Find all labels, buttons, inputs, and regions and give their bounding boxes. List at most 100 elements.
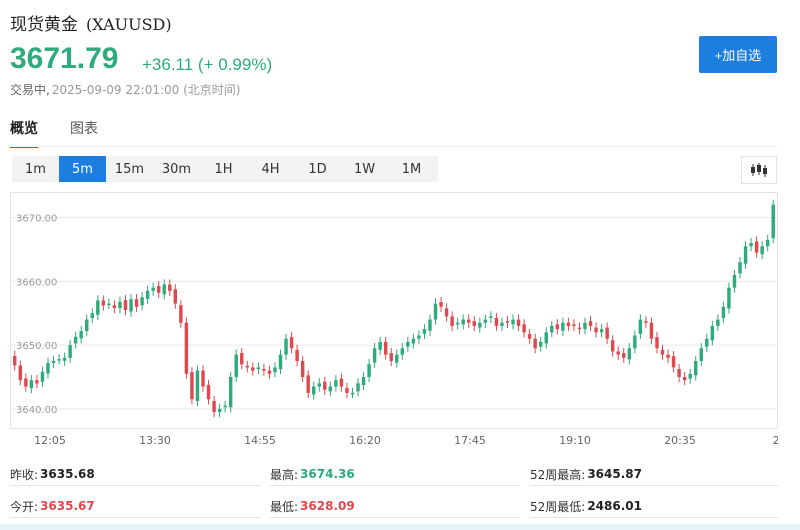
candle: [123, 300, 128, 310]
candle: [644, 321, 648, 323]
candle: [173, 289, 178, 304]
last-price: 3671.79: [10, 42, 119, 75]
tab-chart[interactable]: 图表: [70, 121, 98, 137]
candle: [212, 400, 216, 413]
candle: [699, 348, 703, 362]
candle: [284, 338, 288, 355]
candle: [633, 335, 637, 349]
plot-border: [10, 192, 778, 429]
candle: [101, 300, 106, 306]
candle: [455, 322, 460, 325]
candle: [749, 243, 753, 247]
period-15m[interactable]: 15m: [114, 161, 145, 177]
candle: [522, 324, 526, 333]
instrument-code: (XAUUSD): [86, 15, 172, 34]
candle: [655, 337, 659, 349]
candle: [190, 372, 194, 400]
instrument-title: 现货黄金 (XAUUSD): [10, 10, 172, 35]
x-tick-label: 16:20: [349, 434, 381, 447]
candle: [13, 355, 17, 366]
stat-open: 今开: 3635.67: [10, 495, 260, 518]
candle: [605, 327, 609, 339]
candle: [478, 322, 482, 328]
candle: [577, 327, 582, 330]
candle: [406, 341, 410, 347]
period-30m[interactable]: 30m: [161, 161, 192, 177]
candle: [754, 241, 759, 253]
candle: [334, 380, 338, 387]
candle: [201, 370, 205, 387]
stats-row-1: 昨收: 3635.68 最高: 3674.36 52周最高: 3645.87: [10, 463, 780, 495]
candle: [228, 376, 233, 408]
candle: [599, 329, 604, 333]
candle: [245, 365, 250, 368]
x-tick-label: 22:0: [773, 434, 778, 447]
candle: [300, 361, 305, 377]
trading-status: 交易中, 2025-09-09 22:01:00 (北京时间): [10, 81, 240, 98]
stat-value: 3635.67: [40, 499, 95, 513]
candle: [716, 319, 720, 326]
candle: [367, 364, 371, 377]
candle: [35, 380, 39, 384]
period-1w[interactable]: 1W: [353, 161, 376, 177]
candle: [151, 287, 155, 291]
y-tick-label: 3640.00: [16, 405, 57, 416]
candle: [350, 392, 355, 395]
chart-type-button[interactable]: [741, 156, 777, 184]
tab-overview[interactable]: 概览: [10, 118, 38, 148]
candle: [107, 303, 111, 306]
x-tick-label: 13:30: [139, 434, 171, 447]
candle: [156, 286, 161, 293]
candle: [765, 239, 770, 247]
candle: [555, 324, 560, 330]
candle: [671, 356, 676, 368]
candle: [90, 313, 94, 318]
candle: [527, 333, 532, 339]
period-1mo[interactable]: 1M: [401, 161, 422, 177]
candle: [638, 319, 643, 334]
candle: [433, 303, 438, 320]
candle: [500, 322, 504, 326]
candle: [118, 301, 122, 309]
instrument-name: 现货黄金: [10, 15, 78, 35]
candle: [73, 336, 78, 344]
stat-value: 3628.09: [300, 499, 355, 513]
candle: [610, 340, 615, 352]
price-change: +36.11 (+ 0.99%): [142, 55, 273, 74]
candle: [422, 329, 427, 334]
candle: [40, 371, 45, 382]
candle: [444, 308, 449, 317]
candle: [278, 354, 283, 369]
candle: [743, 246, 748, 264]
stat-label: 最低:: [270, 499, 299, 514]
candle: [24, 378, 28, 387]
period-1d[interactable]: 1D: [308, 161, 327, 177]
y-tick-label: 3660.00: [16, 277, 57, 288]
candle: [306, 375, 310, 393]
candle: [516, 319, 521, 326]
price-chart[interactable]: 3670.00 3660.00 3650.00 3640.00 12:05 13:30 14…: [10, 192, 778, 454]
candle: [79, 331, 83, 339]
candle: [494, 317, 499, 326]
period-1m[interactable]: 1m: [25, 161, 46, 177]
candle: [195, 370, 200, 401]
period-5m[interactable]: 5m: [59, 156, 106, 182]
candle: [46, 362, 50, 374]
period-4h[interactable]: 4H: [261, 161, 280, 177]
candle: [738, 262, 742, 274]
add-to-watchlist-button[interactable]: +加自选: [699, 36, 777, 73]
candle: [505, 321, 510, 323]
candle: [267, 370, 272, 374]
candle: [378, 341, 382, 350]
candle: [323, 381, 327, 390]
stat-prev-close: 昨收: 3635.68: [10, 463, 260, 486]
candle: [533, 338, 537, 349]
x-tick-label: 12:05: [34, 434, 66, 447]
candle: [96, 300, 100, 315]
candle: [29, 380, 34, 389]
stat-value: 3645.87: [587, 467, 642, 481]
candle: [511, 319, 515, 325]
period-1h[interactable]: 1H: [214, 161, 233, 177]
candle: [732, 274, 737, 288]
candle: [295, 349, 299, 362]
